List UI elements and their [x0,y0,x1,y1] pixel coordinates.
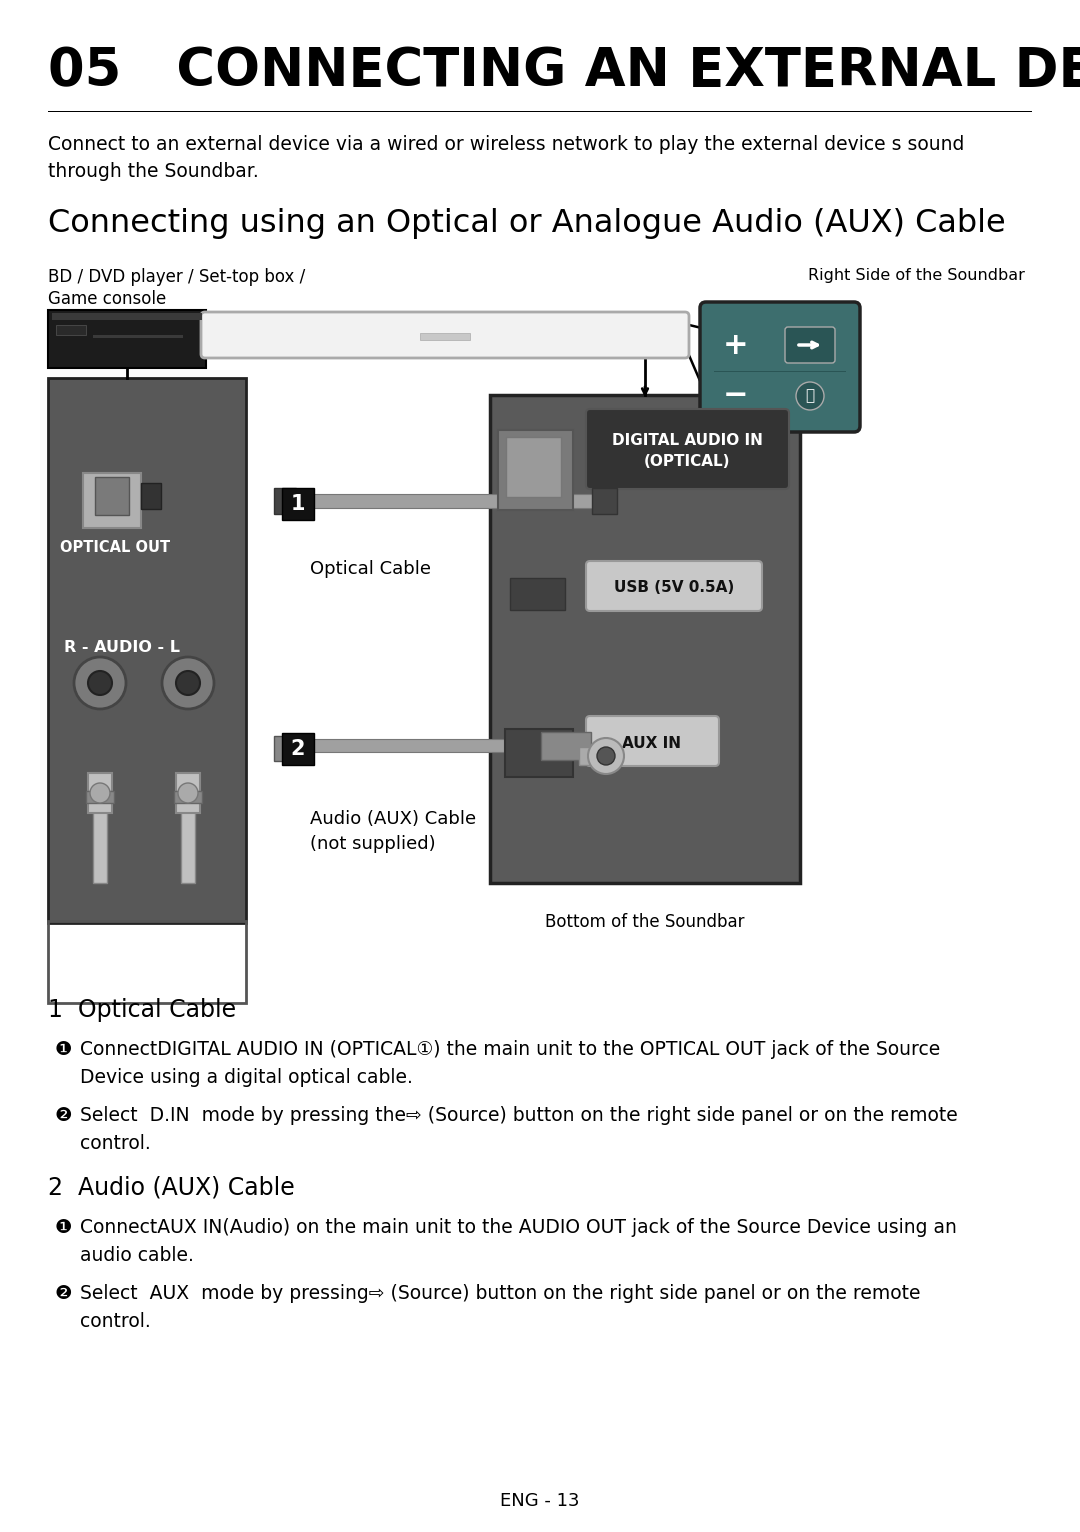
Text: ConnectAUX IN(Audio) on the main unit to the AUDIO OUT jack of the Source Device: ConnectAUX IN(Audio) on the main unit to… [80,1218,957,1236]
Text: BD / DVD player / Set-top box /: BD / DVD player / Set-top box / [48,268,306,286]
Text: 2  Audio (AUX) Cable: 2 Audio (AUX) Cable [48,1177,295,1200]
Bar [181,803,195,882]
Text: Connect to an external device via a wired or wireless network to play the extern: Connect to an external device via a wire… [48,135,964,155]
Text: through the Soundbar.: through the Soundbar. [48,162,259,181]
Bar [282,489,314,519]
Text: Device using a digital optical cable.: Device using a digital optical cable. [80,1068,413,1088]
Circle shape [87,671,112,696]
Bar [507,437,561,496]
Bar [274,735,296,761]
Text: control.: control. [80,1311,151,1331]
Bar [420,332,470,340]
Bar [52,313,202,320]
Bar [510,578,565,610]
Text: ❷: ❷ [55,1106,72,1124]
Bar [56,325,86,336]
Bar [176,774,200,813]
Text: Select  AUX  mode by pressing⇨ (Source) button on the right side panel or on the: Select AUX mode by pressing⇨ (Source) bu… [80,1284,920,1304]
Text: (not supplied): (not supplied) [310,835,435,853]
FancyBboxPatch shape [586,409,789,489]
FancyBboxPatch shape [700,302,860,432]
Text: Select  D.IN  mode by pressing the⇨ (Source) button on the right side panel or o: Select D.IN mode by pressing the⇨ (Sourc… [80,1106,958,1124]
Circle shape [796,381,824,411]
Text: 1: 1 [291,493,306,515]
Bar [579,748,599,764]
Text: audio cable.: audio cable. [80,1246,194,1265]
Circle shape [90,783,110,803]
FancyBboxPatch shape [586,561,762,611]
Circle shape [597,748,615,764]
Bar [87,774,112,813]
Text: ⏻: ⏻ [806,389,814,403]
Text: Audio (AUX) Cable: Audio (AUX) Cable [310,810,476,827]
Bar [48,378,246,922]
Circle shape [176,671,200,696]
Text: Optical Cable: Optical Cable [310,561,431,578]
Bar [95,476,129,515]
Bar [174,791,202,803]
Text: Right Side of the Soundbar: Right Side of the Soundbar [808,268,1025,283]
Text: +: + [724,331,748,360]
Circle shape [178,783,198,803]
Text: ❷: ❷ [55,1284,72,1304]
Bar [48,309,206,368]
Text: Connecting using an Optical or Analogue Audio (AUX) Cable: Connecting using an Optical or Analogue … [48,208,1005,239]
Bar [541,732,591,760]
Bar [294,493,594,509]
Text: USB (5V 0.5A): USB (5V 0.5A) [613,581,734,596]
Bar [83,473,141,529]
FancyBboxPatch shape [201,313,689,358]
Text: −: − [724,381,748,411]
Bar [93,336,183,339]
Text: 2: 2 [291,738,306,758]
Text: ❶: ❶ [55,1218,72,1236]
Bar [282,732,314,764]
Bar [498,430,573,510]
Text: control.: control. [80,1134,151,1154]
Bar [274,489,296,515]
Text: AUX IN: AUX IN [622,735,681,751]
Bar [48,921,246,1003]
Text: ❶: ❶ [55,1040,72,1059]
Circle shape [75,657,126,709]
Text: Bottom of the Soundbar: Bottom of the Soundbar [545,913,745,931]
Text: R - AUDIO - L: R - AUDIO - L [64,640,180,656]
Text: 05   CONNECTING AN EXTERNAL DEVICE: 05 CONNECTING AN EXTERNAL DEVICE [48,44,1080,97]
Text: ENG - 13: ENG - 13 [500,1492,580,1511]
Bar [505,729,573,777]
Circle shape [162,657,214,709]
Text: DIGITAL AUDIO IN
(OPTICAL): DIGITAL AUDIO IN (OPTICAL) [611,434,762,469]
Bar [141,483,161,509]
FancyBboxPatch shape [586,715,719,766]
FancyBboxPatch shape [785,326,835,363]
Text: ConnectDIGITAL AUDIO IN (OPTICAL①) the main unit to the OPTICAL OUT jack of the : ConnectDIGITAL AUDIO IN (OPTICAL①) the m… [80,1040,941,1059]
Bar [294,738,559,752]
Bar [490,395,800,882]
Bar [592,489,617,515]
Text: 1  Optical Cable: 1 Optical Cable [48,997,237,1022]
Circle shape [588,738,624,774]
Bar [86,791,114,803]
Text: Game console: Game console [48,290,166,308]
Bar [93,803,107,882]
Text: OPTICAL OUT: OPTICAL OUT [60,541,171,556]
